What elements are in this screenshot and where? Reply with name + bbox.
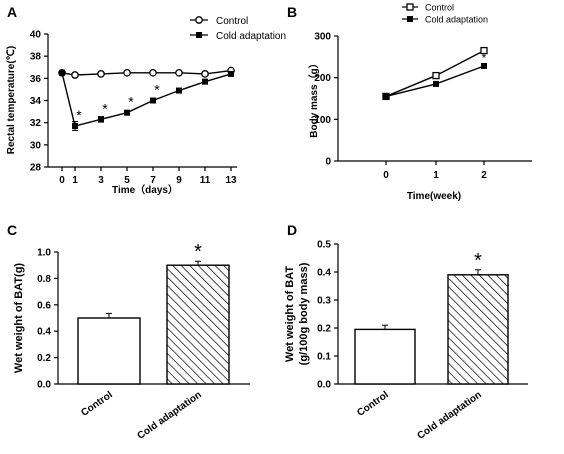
panel-a-y-tick-label: 38 [30, 52, 42, 63]
panel-b-legend-label: Cold adaptation [425, 15, 488, 25]
panel-a-y-tick-label: 40 [30, 30, 42, 41]
panel-a-x-tick-label: 0 [59, 175, 65, 186]
panel-c-y-tick-label: 1.0 [37, 248, 51, 259]
panel-d-bar [447, 274, 509, 385]
panel-a-point-series-0 [123, 68, 131, 77]
panel-a-significance-mark: * [76, 107, 82, 123]
panel-d-y-tick-label: 0.0 [317, 380, 331, 391]
panel-b-x-tick-label: 2 [481, 170, 487, 181]
panel-a-letter: A [7, 4, 17, 20]
panel-a-x-tick-label: 11 [200, 175, 211, 186]
panel-a-significance-mark: * [128, 94, 134, 110]
panel-b-legend-marker [407, 16, 413, 22]
panel-c-category-label: Control [79, 389, 115, 419]
panel-a-point-series-1 [124, 109, 130, 116]
panel-a-y-tick-label: 36 [30, 74, 42, 85]
panel-c-y-tick-label: 0.6 [37, 300, 51, 311]
panel-d-y-tick-label: 0.2 [317, 324, 331, 335]
panel-a-y-tick-label: 34 [30, 96, 42, 107]
panel-c-y-tick-label: 0.2 [37, 353, 51, 364]
panel-a-y-tick-label: 28 [30, 163, 42, 174]
panel-b-y-tick-label: 0 [325, 157, 331, 168]
panel-d-y-axis-label: Wet weight of BAT [284, 266, 296, 362]
panel-a-y-tick-label: 30 [30, 140, 42, 151]
panel-a-significance-mark: * [102, 100, 108, 116]
panel-c-y-tick-label: 0.8 [37, 274, 51, 285]
panel-c-category-label: Cold adaptation [136, 389, 204, 441]
panel-d-category-label: Control [355, 389, 391, 419]
panel-a-point-series-1 [228, 70, 234, 77]
panel-a-x-axis-label: Time（days） [112, 183, 178, 196]
panel-b-significance-mark: * [482, 51, 487, 65]
panel-a-y-axis-label: Rectal temperature(℃) [6, 46, 17, 154]
panel-a-point-series-1 [72, 122, 78, 129]
panel-a-point-series-0 [71, 71, 79, 79]
panel-a-x-tick-label: 13 [225, 175, 237, 186]
panel-c-bar [166, 264, 230, 385]
panel-c-bar [77, 317, 141, 385]
panel-a-significance-mark: * [154, 82, 160, 98]
panel-d-y-tick-label: 0.1 [317, 352, 331, 363]
panel-b-y-axis-label: Body mass（g） [307, 58, 320, 137]
panel-a-point-series-1 [59, 69, 65, 76]
panel-b-y-tick-label: 300 [314, 32, 331, 43]
panel-b-point-series-0 [480, 46, 488, 55]
panel-b-point-series-1 [383, 93, 389, 100]
panel-c-y-tick-label: 0.4 [37, 327, 51, 338]
panel-d-y-tick-label: 0.5 [317, 240, 331, 251]
panel-b-letter: B [287, 4, 297, 20]
panel-b-x-axis-label: Time(week) [407, 191, 461, 202]
panel-a-legend-marker [195, 16, 203, 24]
panel-d-y-tick-label: 0.3 [317, 296, 331, 307]
panel-c-letter: C [7, 222, 17, 238]
panel-b-x-tick-label: 0 [383, 170, 389, 181]
panel-a-x-tick-label: 9 [176, 175, 182, 186]
panel-a-y-tick-label: 32 [30, 118, 42, 129]
panel-a-point-series-0 [149, 68, 157, 77]
panel-a-legend-marker [196, 32, 202, 38]
panel-c-y-axis-label: Wet weight of BAT(g) [13, 263, 25, 374]
panel-d-y-tick-label: 0.4 [317, 268, 331, 279]
panel-a-point-series-0 [97, 70, 105, 78]
panel-a-x-tick-label: 3 [98, 175, 104, 186]
panel-d-significance-mark: * [474, 250, 482, 272]
panel-d-bar [354, 328, 416, 385]
panel-a-legend-label: Control [216, 16, 248, 27]
panel-a-point-series-1 [98, 116, 104, 123]
panel-b-legend-label: Control [425, 3, 454, 13]
panel-a-point-series-0 [175, 68, 183, 77]
panel-a-line-series-0 [61, 69, 232, 76]
panel-a-x-tick-label: 5 [124, 175, 130, 186]
panel-a-line-series-1 [61, 72, 232, 127]
panel-d-y-axis-label: (g/100g body mass) [298, 262, 310, 365]
panel-a-x-tick-label: 7 [150, 175, 156, 186]
panel-b-legend-marker [406, 3, 414, 11]
panel-b-y-tick-label: 100 [314, 115, 331, 126]
panel-a-x-tick-label: 1 [72, 175, 78, 186]
panel-b-point-series-0 [432, 71, 440, 80]
panel-c-y-tick-label: 0.0 [37, 380, 51, 391]
panel-c-significance-mark: * [194, 241, 202, 263]
panel-a-legend-label: Cold adaptation [216, 31, 286, 42]
panel-b-point-series-1 [433, 80, 439, 87]
panel-b-x-tick-label: 1 [433, 170, 439, 181]
panel-a-point-series-0 [201, 70, 209, 78]
panel-b-point-series-1 [481, 63, 487, 69]
panel-a-point-series-1 [202, 78, 208, 85]
panel-a-point-series-1 [150, 97, 156, 104]
panel-a-point-series-1 [176, 87, 182, 94]
panel-d-letter: D [287, 222, 297, 238]
panel-d-category-label: Cold adaptation [416, 389, 484, 441]
panel-b-y-tick-label: 200 [314, 73, 331, 84]
